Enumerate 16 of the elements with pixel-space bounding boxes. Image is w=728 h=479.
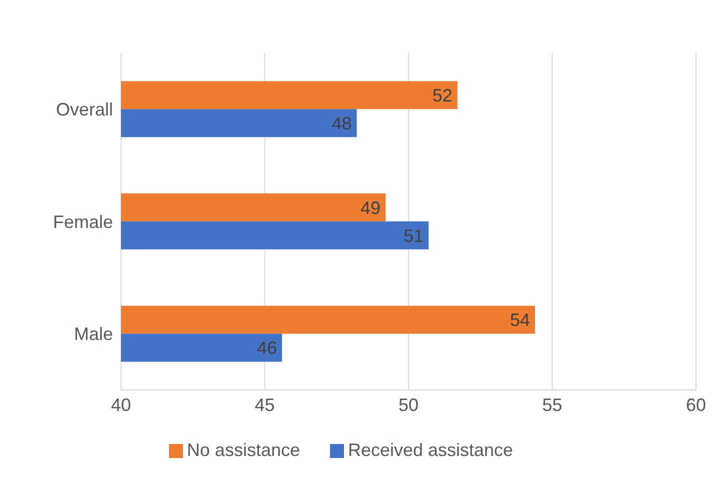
legend-label: No assistance — [186, 440, 300, 460]
data-label: 46 — [256, 338, 277, 358]
y-tick-label: Overall — [56, 100, 113, 120]
x-tick-label: 45 — [254, 394, 275, 415]
x-tick-label: 55 — [542, 394, 562, 415]
x-tick-label: 50 — [398, 394, 419, 415]
legend-label: Received assistance — [348, 440, 514, 460]
data-label: 48 — [332, 113, 352, 134]
data-label: 52 — [432, 85, 452, 106]
data-label: 54 — [510, 310, 530, 330]
y-tick-label: Male — [74, 324, 113, 344]
data-label: 51 — [404, 226, 424, 246]
x-tick-label: 60 — [686, 394, 706, 415]
x-tick-label: 40 — [110, 394, 132, 415]
data-label: 49 — [360, 198, 380, 218]
y-tick-label: Female — [52, 212, 113, 232]
